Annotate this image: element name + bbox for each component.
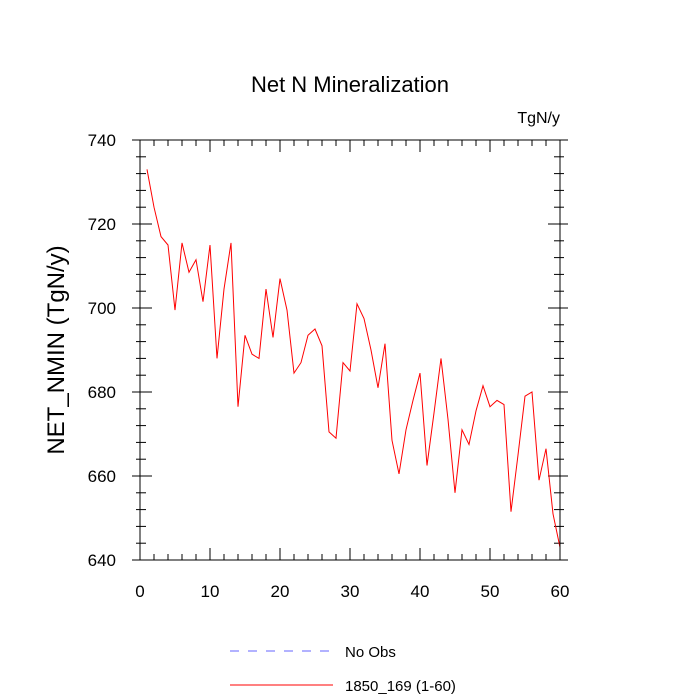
legend-label: No Obs [345,644,396,661]
units-label: TgN/y [517,110,560,127]
y-tick-label: 680 [88,383,116,402]
x-tick-label: 30 [341,582,360,601]
legend-label: 1850_169 (1-60) [345,678,456,695]
y-tick-label: 700 [88,299,116,318]
y-axis-label: NET_NMIN (TgN/y) [43,245,70,454]
x-tick-label: 0 [135,582,144,601]
x-tick-label: 40 [411,582,430,601]
plot-frame [139,139,561,561]
y-tick-label: 720 [88,215,116,234]
x-tick-label: 10 [201,582,220,601]
y-tick-label: 640 [88,551,116,570]
y-tick-label: 740 [88,131,116,150]
tick-layer: 0 10 20 30 40 50 60 640 660 680 700 720 740 [88,131,570,601]
y-tick-label: 660 [88,467,116,486]
x-tick-label: 20 [271,582,290,601]
chart-title: Net N Mineralization [251,72,449,97]
series-layer [146,169,561,548]
series-line [146,169,561,548]
x-tick-label: 50 [481,582,500,601]
x-tick-label: 60 [551,582,570,601]
legend: No Obs 1850_169 (1-60) [230,644,456,695]
